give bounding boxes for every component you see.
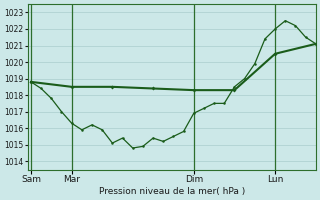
X-axis label: Pression niveau de la mer( hPa ): Pression niveau de la mer( hPa ) bbox=[99, 187, 245, 196]
